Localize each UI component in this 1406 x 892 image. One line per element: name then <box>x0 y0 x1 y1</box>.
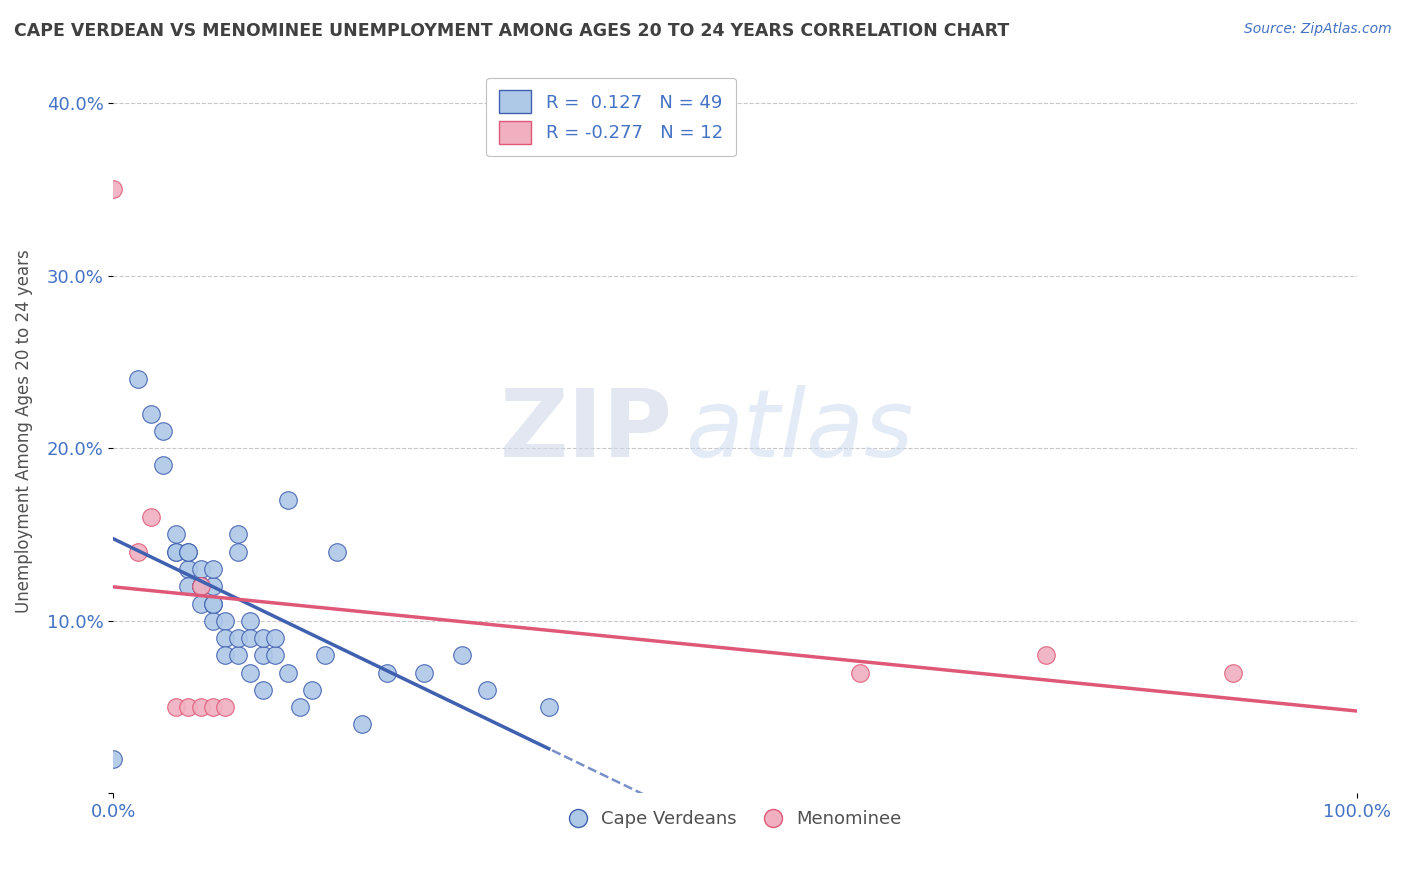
Point <box>214 648 236 663</box>
Point <box>177 562 200 576</box>
Point <box>537 700 560 714</box>
Point <box>177 579 200 593</box>
Point <box>375 665 398 680</box>
Point <box>201 562 224 576</box>
Text: CAPE VERDEAN VS MENOMINEE UNEMPLOYMENT AMONG AGES 20 TO 24 YEARS CORRELATION CHA: CAPE VERDEAN VS MENOMINEE UNEMPLOYMENT A… <box>14 22 1010 40</box>
Point <box>277 665 299 680</box>
Point <box>190 597 212 611</box>
Point <box>264 648 287 663</box>
Point <box>214 700 236 714</box>
Point <box>190 579 212 593</box>
Point <box>190 700 212 714</box>
Point <box>352 717 374 731</box>
Text: ZIP: ZIP <box>501 385 673 477</box>
Point <box>1222 665 1244 680</box>
Legend: Cape Verdeans, Menominee: Cape Verdeans, Menominee <box>561 803 908 835</box>
Point <box>201 597 224 611</box>
Point <box>226 631 249 645</box>
Point <box>165 545 187 559</box>
Point <box>190 579 212 593</box>
Point <box>103 182 125 196</box>
Point <box>288 700 311 714</box>
Point <box>252 682 274 697</box>
Text: atlas: atlas <box>686 385 914 476</box>
Point <box>201 614 224 628</box>
Point <box>139 407 162 421</box>
Point <box>165 545 187 559</box>
Point <box>165 527 187 541</box>
Point <box>314 648 336 663</box>
Point <box>226 527 249 541</box>
Point <box>239 614 262 628</box>
Point <box>326 545 349 559</box>
Point <box>252 648 274 663</box>
Point <box>152 458 174 473</box>
Point <box>239 631 262 645</box>
Point <box>201 579 224 593</box>
Point <box>152 424 174 438</box>
Point <box>239 665 262 680</box>
Point <box>190 579 212 593</box>
Point <box>413 665 436 680</box>
Point <box>301 682 323 697</box>
Point <box>214 614 236 628</box>
Point <box>139 510 162 524</box>
Point <box>190 579 212 593</box>
Point <box>252 631 274 645</box>
Point <box>201 597 224 611</box>
Point <box>848 665 870 680</box>
Point <box>177 545 200 559</box>
Point <box>226 648 249 663</box>
Point <box>103 752 125 766</box>
Point <box>264 631 287 645</box>
Y-axis label: Unemployment Among Ages 20 to 24 years: Unemployment Among Ages 20 to 24 years <box>15 249 32 613</box>
Point <box>127 372 149 386</box>
Point <box>226 545 249 559</box>
Text: Source: ZipAtlas.com: Source: ZipAtlas.com <box>1244 22 1392 37</box>
Point <box>214 631 236 645</box>
Point <box>127 545 149 559</box>
Point <box>177 545 200 559</box>
Point <box>1035 648 1057 663</box>
Point <box>475 682 498 697</box>
Point <box>277 492 299 507</box>
Point <box>190 562 212 576</box>
Point <box>201 700 224 714</box>
Point <box>450 648 472 663</box>
Point <box>165 700 187 714</box>
Point <box>177 700 200 714</box>
